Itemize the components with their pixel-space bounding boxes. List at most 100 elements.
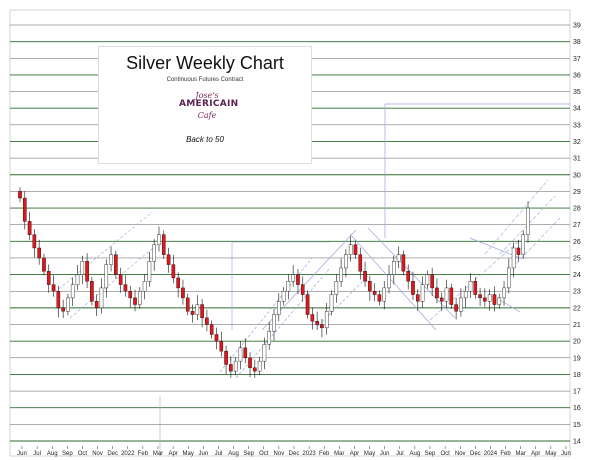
candle-up xyxy=(286,281,291,292)
y-tick-label: 36 xyxy=(573,72,581,79)
candle-down xyxy=(185,297,190,312)
candle-down xyxy=(37,247,41,259)
candle-up xyxy=(392,261,396,275)
candle-up xyxy=(526,207,530,235)
candle-down xyxy=(492,294,497,305)
x-tick-label: May xyxy=(183,451,194,457)
candle-down xyxy=(118,274,123,285)
candle-up xyxy=(521,234,526,255)
x-tick-label: 2023 xyxy=(302,451,316,457)
candle-up xyxy=(276,301,281,315)
candle-down xyxy=(454,304,458,312)
candle-down xyxy=(449,287,454,305)
candle-down xyxy=(171,264,176,279)
candle-down xyxy=(114,254,118,275)
candle-down xyxy=(133,297,137,305)
candle-down xyxy=(219,340,224,352)
x-tick-label: Jul xyxy=(33,451,41,457)
candle-down xyxy=(248,357,252,368)
candle-up xyxy=(382,287,387,302)
candle-down xyxy=(56,291,61,309)
candle-up xyxy=(109,254,113,265)
candle-down xyxy=(61,307,65,312)
candle-up xyxy=(147,261,152,282)
candle-up xyxy=(272,314,276,332)
candle-down xyxy=(315,320,319,325)
candle-down xyxy=(296,274,300,285)
candle-down xyxy=(46,271,51,285)
candle-down xyxy=(85,261,89,282)
y-tick-label: 32 xyxy=(573,139,581,146)
candle-down xyxy=(166,254,171,265)
y-tick-label: 19 xyxy=(573,355,581,362)
y-tick-label: 39 xyxy=(573,23,581,30)
x-tick-label: Feb xyxy=(319,451,330,457)
x-tick-label: 2024 xyxy=(484,451,498,457)
y-tick-label: 33 xyxy=(573,122,581,129)
y-tick-label: 28 xyxy=(573,206,581,213)
y-axis-ticks: 14 15 16 17 18 19 20 21 22 23 24 25 26 27 28 29 30 31 32 33… xyxy=(573,23,581,446)
candle-up xyxy=(344,254,348,269)
logo-bottom-text: Cafe xyxy=(197,111,217,120)
candle-down xyxy=(253,367,257,372)
chart-subtitle: Continuous Futures Contract xyxy=(166,77,244,83)
y-tick-label: 29 xyxy=(573,189,581,196)
candle-down xyxy=(300,284,305,295)
candle-down xyxy=(401,254,406,272)
candle-down xyxy=(353,244,358,255)
candle-down xyxy=(190,311,195,315)
x-tick-label: Jun xyxy=(380,451,390,457)
candle-up xyxy=(348,244,353,255)
candle-up xyxy=(233,360,238,372)
candle-up xyxy=(262,344,267,362)
candle-down xyxy=(415,294,420,302)
candle-up xyxy=(80,261,85,275)
candle-down xyxy=(305,294,310,315)
x-tick-label: May xyxy=(545,451,556,457)
candle-down xyxy=(516,247,521,255)
x-tick-label: 2022 xyxy=(121,451,135,457)
candle-down xyxy=(473,281,478,295)
candle-down xyxy=(51,284,56,292)
candle-up xyxy=(195,304,200,315)
candle-up xyxy=(497,297,502,305)
candle-up xyxy=(511,247,516,269)
candle-up xyxy=(138,291,142,305)
candle-up xyxy=(70,284,75,299)
x-tick-label: Feb xyxy=(138,451,149,457)
candle-up xyxy=(339,267,343,282)
candle-up xyxy=(104,264,109,289)
x-tick-label: Aug xyxy=(410,451,421,457)
candle-up xyxy=(334,281,339,295)
candle-down xyxy=(377,294,382,302)
x-axis-ticks: Jun Jul Aug Sep Oct Nov Dec 2022 Feb Mar Apr May Jun… xyxy=(17,446,571,457)
x-tick-label: Apr xyxy=(350,451,359,457)
candle-down xyxy=(209,324,214,335)
candle-up xyxy=(267,330,272,345)
y-tick-label: 38 xyxy=(573,39,581,46)
candle-down xyxy=(18,191,22,199)
y-tick-label: 15 xyxy=(573,422,581,429)
candle-down xyxy=(368,281,372,292)
y-tick-label: 24 xyxy=(573,272,581,279)
y-tick-label: 22 xyxy=(573,305,581,312)
y-tick-label: 25 xyxy=(573,255,581,262)
x-tick-label: Aug xyxy=(47,451,58,457)
candle-down xyxy=(320,324,324,329)
candle-down xyxy=(176,277,180,289)
candle-down xyxy=(435,287,439,299)
candle-down xyxy=(205,317,209,325)
candle-up xyxy=(468,281,473,292)
candle-up xyxy=(420,284,425,302)
y-tick-label: 20 xyxy=(573,339,581,346)
x-tick-label: Sep xyxy=(243,451,254,457)
logo-middle-text: AMERICAIN xyxy=(179,99,239,109)
candle-up xyxy=(291,274,295,282)
x-tick-label: Mar xyxy=(515,451,525,457)
candle-down xyxy=(310,314,315,322)
candle-up xyxy=(459,297,463,312)
candle-down xyxy=(128,291,133,299)
x-tick-label: Feb xyxy=(500,451,511,457)
y-tick-label: 14 xyxy=(573,439,581,446)
candle-up xyxy=(507,267,511,289)
